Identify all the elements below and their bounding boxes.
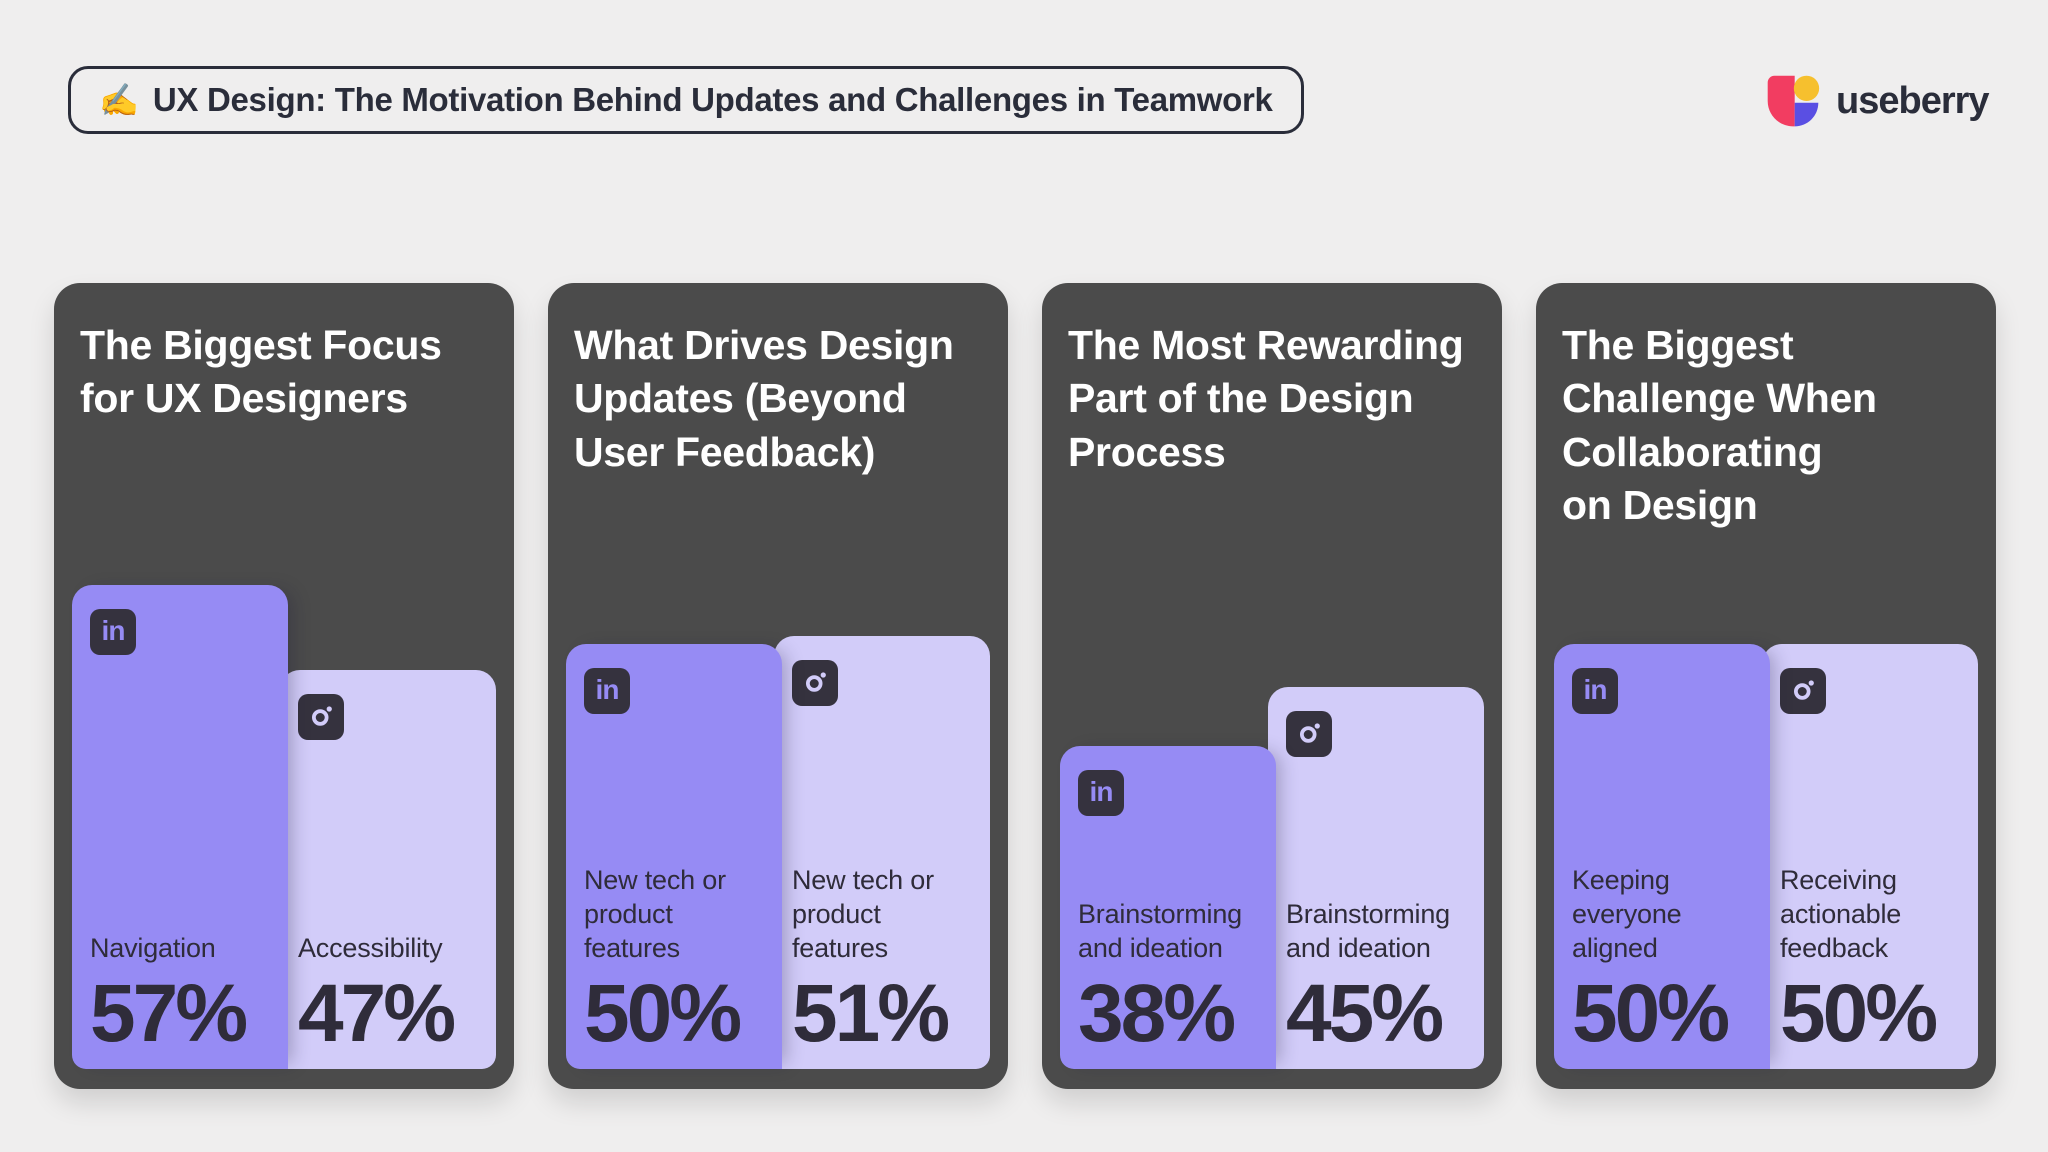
instagram-bar: Accessibility 47% (280, 669, 496, 1069)
writing-hand-emoji-icon: ✍️ (99, 82, 139, 118)
linkedin-icon: in (90, 608, 136, 655)
useberry-logo-icon (1767, 75, 1820, 127)
bar-percentage: 47% (298, 968, 456, 1060)
bar-percentage: 51% (792, 968, 950, 1060)
linkedin-bar: in Navigation 57% (72, 584, 288, 1069)
instagram-icon (792, 659, 838, 706)
instagram-icon (1286, 710, 1332, 757)
card-title: The Biggest Challenge When Collaborating… (1562, 322, 1877, 528)
bar-label: New tech or product features (792, 865, 934, 964)
bar-label: Accessibility (298, 933, 443, 964)
linkedin-icon: in (1572, 668, 1618, 714)
linkedin-icon: in (1078, 770, 1124, 816)
instagram-icon (298, 693, 344, 740)
linkedin-in-glyph: in (1583, 674, 1608, 705)
bar-percentage: 50% (1572, 968, 1730, 1060)
instagram-bar: New tech or product features 51% (774, 635, 990, 1069)
bar-group: in Navigation 57% Accessibility 47% (72, 584, 496, 1069)
linkedin-bar: in Brainstorming and ideation 38% (1060, 746, 1276, 1069)
bar-label: New tech or product features (584, 865, 726, 964)
page-title: UX Design: The Motivation Behind Updates… (152, 81, 1273, 118)
instagram-bar: Brainstorming and ideation 45% (1268, 686, 1484, 1069)
bar-label: Navigation (90, 933, 216, 964)
bar-percentage: 50% (584, 968, 742, 1060)
chart-card-biggest-focus: The Biggest Focus for UX Designers in Na… (54, 283, 514, 1089)
linkedin-in-glyph: in (1089, 776, 1114, 807)
card-title: The Most Rewarding Part of the Design Pr… (1068, 322, 1464, 475)
linkedin-bar: in New tech or product features 50% (566, 644, 782, 1069)
bar-label: Receiving actionable feedback (1780, 865, 1902, 964)
brand-wordmark: useberry (1836, 79, 1990, 122)
card-title: What Drives Design Updates (Beyond User … (574, 322, 954, 475)
bar-percentage: 45% (1286, 968, 1444, 1060)
bar-label: Keeping everyone aligned (1572, 865, 1682, 964)
bar-percentage: 50% (1780, 968, 1938, 1060)
linkedin-icon: in (584, 668, 630, 714)
linkedin-bar: in Keeping everyone aligned 50% (1554, 644, 1770, 1069)
bar-percentage: 57% (90, 968, 248, 1060)
bar-label: Brainstorming and ideation (1078, 899, 1242, 964)
chart-card-design-updates: What Drives Design Updates (Beyond User … (548, 283, 1008, 1089)
card-title: The Biggest Focus for UX Designers (80, 322, 442, 422)
bar-percentage: 38% (1078, 968, 1236, 1060)
bar-group: in Keeping everyone aligned 50% Receivin… (1554, 644, 1978, 1069)
linkedin-in-glyph: in (595, 674, 620, 705)
chart-card-collaboration-challenge: The Biggest Challenge When Collaborating… (1536, 283, 1996, 1089)
bar-group: in Brainstorming and ideation 38% Brains… (1060, 686, 1484, 1069)
bar-label: Brainstorming and ideation (1286, 899, 1450, 964)
useberry-brand: useberry (1766, 74, 1990, 128)
chart-card-rewarding-part: The Most Rewarding Part of the Design Pr… (1042, 283, 1502, 1089)
instagram-bar: Receiving actionable feedback 50% (1762, 644, 1978, 1069)
linkedin-in-glyph: in (101, 614, 126, 646)
instagram-icon (1780, 668, 1826, 714)
bar-group: in New tech or product features 50% New … (566, 635, 990, 1069)
page-title-pill: ✍️ UX Design: The Motivation Behind Upda… (68, 66, 1304, 134)
